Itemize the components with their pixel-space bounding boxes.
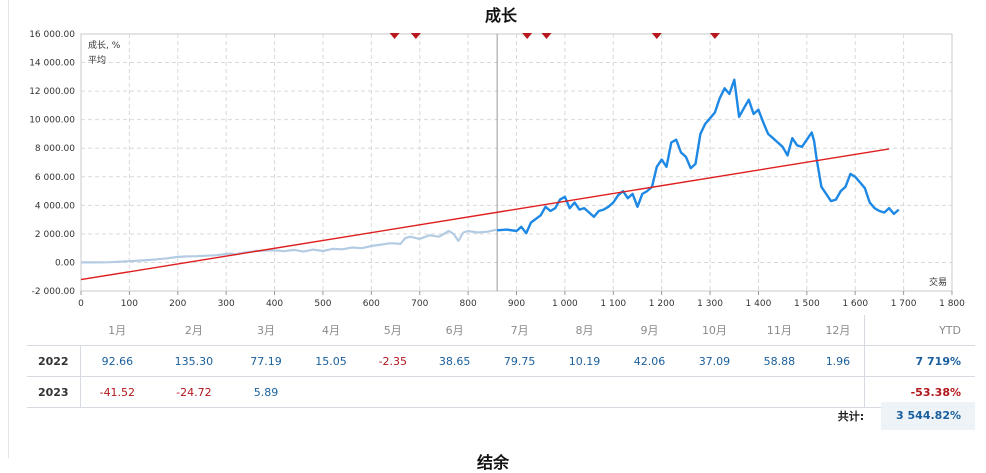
x-tick-label: 600 [363, 299, 380, 309]
table-row: 2023 -41.52 -24.72 5.89 -53.38% [27, 376, 975, 408]
month-header: 3月 [233, 315, 299, 346]
x-tick-label: 500 [314, 299, 331, 309]
x-tick-label: 700 [411, 299, 428, 309]
month-header: 10月 [681, 315, 747, 346]
event-marker [651, 33, 662, 39]
page-frame-border [8, 0, 9, 458]
legend-average: 平均 [88, 54, 106, 66]
growth-line-recent [497, 78, 900, 235]
month-header: 8月 [552, 315, 618, 346]
month-value-cell [617, 376, 682, 408]
x-axis-label: 交易 [929, 276, 947, 288]
x-tick-label: 1 800 [939, 299, 965, 309]
month-header: 9月 [617, 315, 682, 346]
growth-chart: 成长 0 100 200 300 400 500 600 700 800 900 1 000 1 10… [29, 6, 965, 309]
month-value-cell: 92.66 [80, 345, 155, 377]
next-section-title: 结余 [476, 453, 509, 472]
chart-title: 成长 [485, 6, 518, 25]
x-tick-label: 1 500 [794, 299, 820, 309]
y-tick-label: 10 000.00 [29, 116, 75, 126]
month-header: 2月 [154, 315, 234, 346]
month-value-cell [298, 376, 364, 408]
x-tick-label: 1 100 [600, 299, 626, 309]
x-tick-label: 1 600 [842, 299, 868, 309]
month-value-cell: 15.05 [298, 345, 364, 377]
month-value-cell: 58.88 [746, 345, 812, 377]
month-value-cell: 79.75 [487, 345, 553, 377]
x-tick-label: 1 000 [552, 299, 578, 309]
chart-axes: 0 100 200 300 400 500 600 700 800 900 1 000 1 100 1 … [29, 30, 965, 309]
y-tick-label: 0.00 [55, 258, 75, 268]
chart-markers [389, 33, 720, 39]
year-cell: 2023 [27, 376, 81, 408]
month-value-cell [422, 376, 488, 408]
x-tick-label: 1 400 [746, 299, 772, 309]
table-header-row: 1月 2月 3月 4月 5月 6月 7月 8月 9月 10月 11月 12月 Y… [27, 315, 975, 346]
month-header: 1月 [80, 315, 155, 346]
y-tick-label: 2 000.00 [35, 230, 75, 240]
chart-grid [80, 33, 953, 292]
x-tick-label: 900 [508, 299, 525, 309]
month-value-cell [811, 376, 865, 408]
growth-line-history [81, 228, 498, 264]
x-tick-label: 1 300 [697, 299, 723, 309]
event-marker [522, 33, 533, 39]
month-header: 5月 [363, 315, 423, 346]
month-value-cell [552, 376, 618, 408]
event-marker [389, 33, 400, 39]
average-line [80, 148, 890, 281]
month-value-cell: -41.52 [80, 376, 155, 408]
month-value-cell: -2.35 [363, 345, 423, 377]
ytd-value-cell: 7 719% [864, 345, 975, 377]
year-cell: 2022 [27, 345, 81, 377]
month-value-cell: -24.72 [154, 376, 234, 408]
month-value-cell: 77.19 [233, 345, 299, 377]
month-value-cell [746, 376, 812, 408]
month-value-cell: 42.06 [617, 345, 682, 377]
month-value-cell: 5.89 [233, 376, 299, 408]
month-value-cell: 10.19 [552, 345, 618, 377]
month-header: 11月 [746, 315, 812, 346]
x-tick-label: 200 [169, 299, 186, 309]
month-value-cell [681, 376, 747, 408]
event-marker [709, 33, 720, 39]
year-header [27, 315, 80, 346]
month-header: 6月 [422, 315, 488, 346]
month-value-cell [487, 376, 553, 408]
x-tick-label: 300 [218, 299, 235, 309]
y-tick-label: 6 000.00 [35, 173, 75, 183]
x-tick-label: 1 700 [891, 299, 917, 309]
table-row: 2022 92.66 135.30 77.19 15.05 -2.35 38.65 79.75… [27, 345, 975, 377]
y-tick-label: 16 000.00 [29, 30, 75, 40]
x-tick-label: 0 [78, 299, 84, 309]
month-value-cell: 38.65 [422, 345, 488, 377]
month-header: 12月 [811, 315, 865, 346]
legend-growth: 成长, % [88, 39, 121, 51]
y-tick-label: 12 000.00 [29, 87, 75, 97]
total-value: 3 544.82% [881, 402, 975, 430]
month-header: 4月 [298, 315, 364, 346]
x-tick-label: 400 [266, 299, 283, 309]
month-value-cell: 135.30 [154, 345, 234, 377]
y-tick-label: -2 000.00 [32, 287, 76, 297]
monthly-returns-table: 1月 2月 3月 4月 5月 6月 7月 8月 9月 10月 11月 12月 Y… [27, 315, 975, 408]
ytd-header: YTD [864, 315, 975, 346]
y-tick-label: 8 000.00 [35, 144, 75, 154]
event-marker [410, 33, 421, 39]
y-tick-label: 4 000.00 [35, 201, 75, 211]
x-tick-label: 100 [121, 299, 138, 309]
x-tick-label: 1 200 [649, 299, 675, 309]
month-value-cell: 37.09 [681, 345, 747, 377]
month-value-cell [363, 376, 423, 408]
chart-series [80, 78, 900, 281]
month-value-cell: 1.96 [811, 345, 865, 377]
month-header: 7月 [487, 315, 553, 346]
total-label: 共计: [837, 410, 865, 423]
x-tick-label: 800 [460, 299, 477, 309]
y-tick-label: 14 000.00 [29, 59, 75, 69]
event-marker [541, 33, 552, 39]
